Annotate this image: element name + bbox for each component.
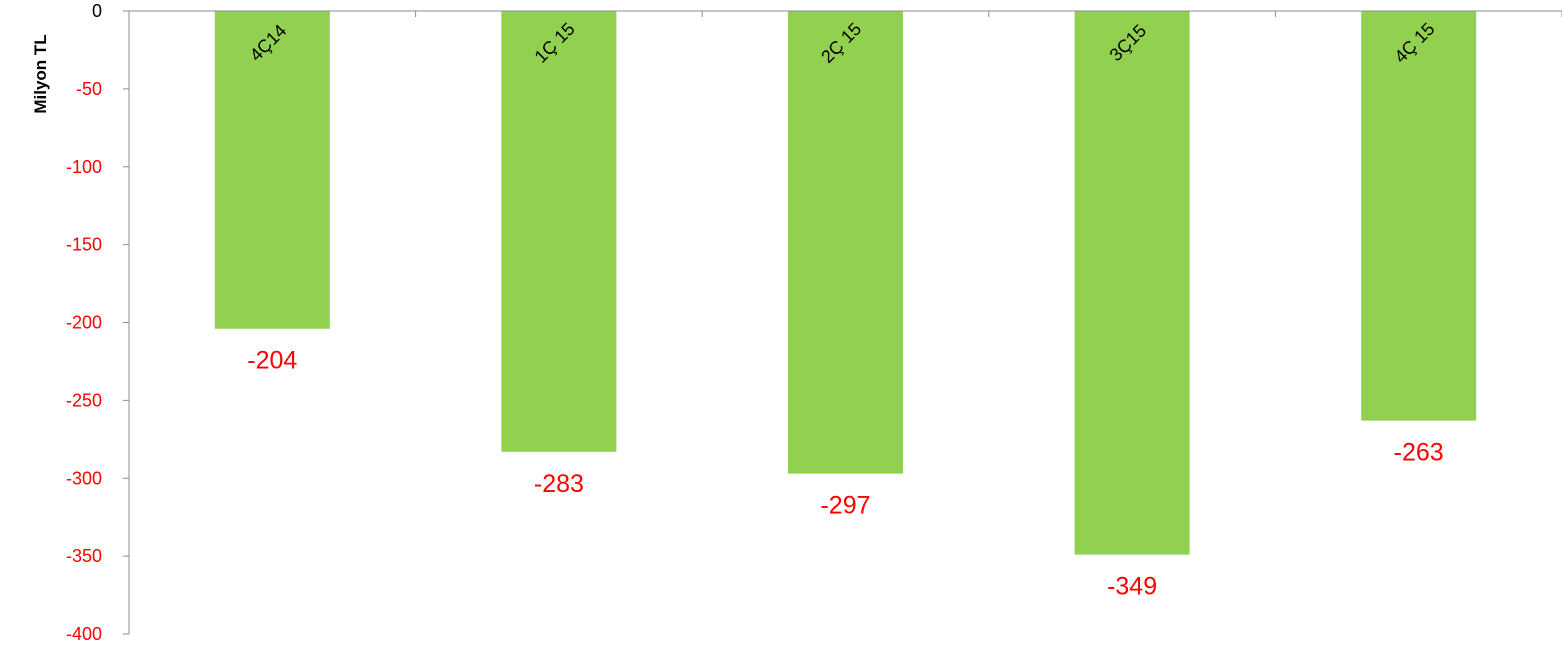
bar — [788, 11, 903, 474]
y-tick-label: -350 — [66, 546, 102, 566]
y-tick-label: -250 — [66, 390, 102, 410]
bar — [501, 11, 617, 452]
bar — [1361, 11, 1477, 421]
y-tick-label: -300 — [66, 468, 102, 488]
y-tick-label: -200 — [66, 313, 102, 333]
axes — [128, 10, 1562, 634]
y-axis-ticks: 0 -50 -100 -150 -200 -250 -300 -350 -400 — [66, 1, 129, 644]
bar — [214, 11, 330, 329]
data-label: -204 — [247, 347, 297, 375]
data-label: -283 — [534, 470, 584, 498]
data-label: -297 — [820, 492, 870, 520]
y-tick-label: -100 — [66, 157, 102, 177]
y-tick-label: -50 — [76, 79, 102, 99]
y-tick-label: -400 — [66, 624, 102, 644]
data-label: -263 — [1394, 439, 1444, 467]
data-label: -349 — [1107, 573, 1157, 601]
y-tick-label: 0 — [92, 1, 102, 21]
y-tick-label: -150 — [66, 235, 102, 255]
y-axis-label: Milyon TL — [31, 34, 50, 113]
bar — [1074, 11, 1190, 555]
